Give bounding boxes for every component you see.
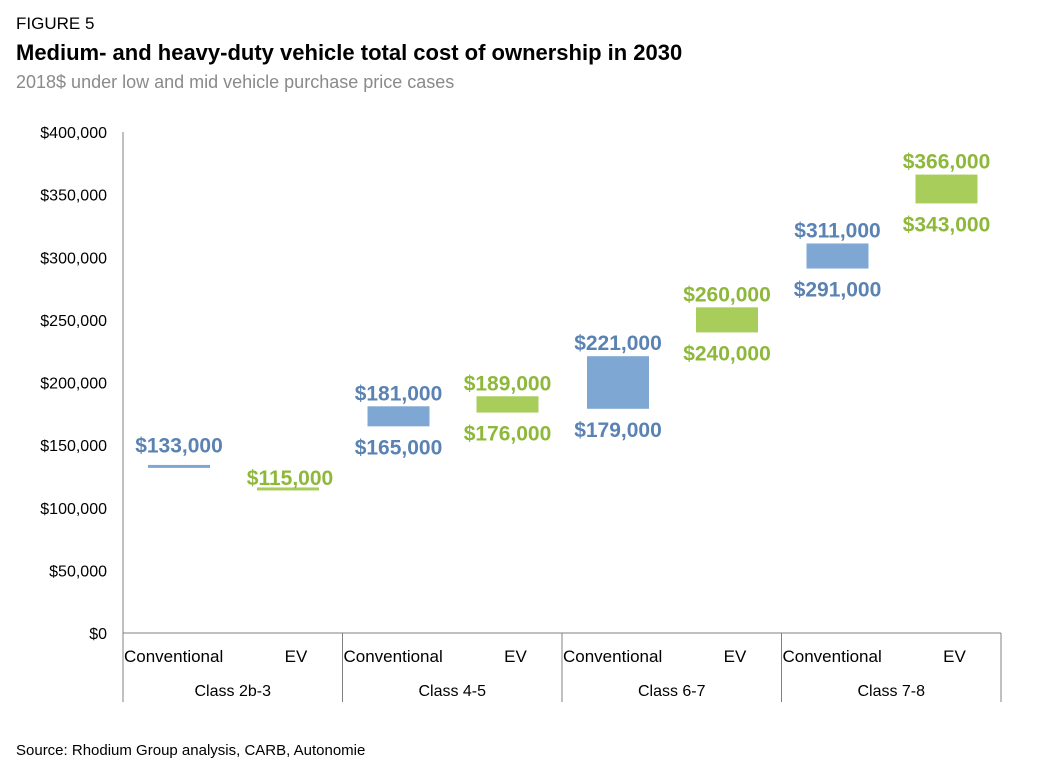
data-label-high: $189,000 <box>464 372 552 395</box>
data-label-high: $181,000 <box>355 382 443 405</box>
vehicle-type-label: Conventional <box>124 647 223 666</box>
vehicle-type-label: Conventional <box>783 647 882 666</box>
vehicle-type-label: EV <box>285 647 308 666</box>
vehicle-type-label: Conventional <box>563 647 662 666</box>
data-label-high: $133,000 <box>135 434 223 457</box>
vehicle-type-label: EV <box>504 647 527 666</box>
ev-range-bar <box>257 487 319 491</box>
data-label-low: $179,000 <box>574 419 662 442</box>
ev-range-bar <box>696 307 758 333</box>
data-label-high: $260,000 <box>683 283 771 306</box>
y-tick-label: $200,000 <box>40 376 107 393</box>
y-tick-label: $150,000 <box>40 438 107 455</box>
group-label: Class 6-7 <box>638 683 706 700</box>
data-label-low: $176,000 <box>464 423 552 446</box>
vehicle-type-label: Conventional <box>344 647 443 666</box>
data-label-high: $311,000 <box>794 219 880 242</box>
data-label-low: $240,000 <box>683 342 771 365</box>
group-label: Class 2b-3 <box>195 683 272 700</box>
data-label-high: $221,000 <box>574 332 662 355</box>
data-label-low: $291,000 <box>794 279 882 302</box>
y-tick-label: $0 <box>89 626 107 643</box>
y-tick-label: $300,000 <box>40 250 107 267</box>
vehicle-type-label: EV <box>943 647 966 666</box>
y-tick-label: $250,000 <box>40 313 107 330</box>
figure-label: FIGURE 5 <box>16 14 95 33</box>
group-label: Class 4-5 <box>418 683 486 700</box>
y-tick-label: $350,000 <box>40 188 107 205</box>
ev-range-bar <box>915 174 978 204</box>
chart-title: Medium- and heavy-duty vehicle total cos… <box>16 40 683 65</box>
source-note: Source: Rhodium Group analysis, CARB, Au… <box>16 742 366 759</box>
vehicle-type-label: EV <box>724 647 747 666</box>
data-label-high: $366,000 <box>903 151 991 174</box>
conventional-range-bar <box>806 243 869 269</box>
group-label: Class 7-8 <box>857 683 925 700</box>
conventional-range-bar <box>587 356 649 409</box>
y-tick-label: $100,000 <box>40 501 107 518</box>
conventional-range-bar <box>148 464 210 468</box>
y-tick-label: $400,000 <box>40 125 107 142</box>
data-label-low: $165,000 <box>355 436 443 459</box>
chart-subtitle: 2018$ under low and mid vehicle purchase… <box>16 72 455 92</box>
data-label-low: $343,000 <box>903 213 991 236</box>
data-label-high: $115,000 <box>247 467 333 490</box>
ev-range-bar <box>476 396 539 413</box>
conventional-range-bar <box>367 406 430 427</box>
y-tick-label: $50,000 <box>49 563 107 580</box>
